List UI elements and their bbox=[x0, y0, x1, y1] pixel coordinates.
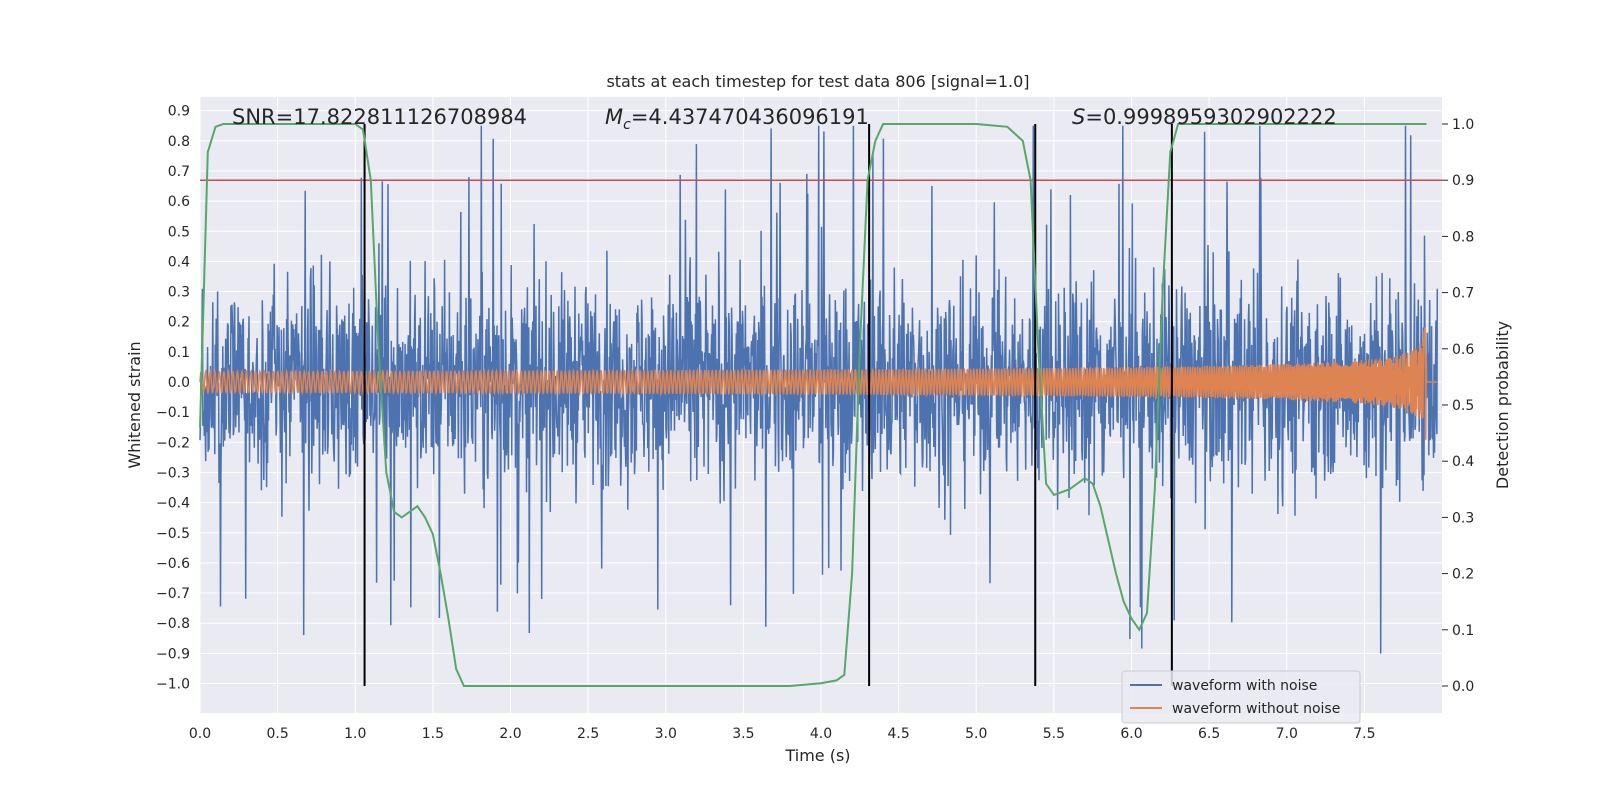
y2-tick-label: 0.2 bbox=[1452, 567, 1474, 583]
chirp-mass-subscript: c bbox=[623, 117, 631, 133]
x-tick-label: 6.0 bbox=[1120, 726, 1142, 742]
y2-tick-label: 0.6 bbox=[1452, 342, 1474, 358]
x-tick-label: 7.5 bbox=[1353, 726, 1375, 742]
axis-ticks: 0.0 0.5 1.0 1.5 2.0 2.5 3.0 3.5 4.0 4.5 5.0 5.5 6.0 6… bbox=[156, 104, 1474, 742]
y2-tick-label: 0.4 bbox=[1452, 454, 1474, 470]
y-tick-label: −0.6 bbox=[156, 556, 190, 572]
legend-label-clean: waveform without noise bbox=[1172, 701, 1340, 717]
chart-title: stats at each timestep for test data 806… bbox=[606, 72, 1029, 91]
y-tick-label: −0.8 bbox=[156, 616, 190, 632]
s-symbol: S bbox=[1072, 105, 1085, 129]
x-tick-label: 7.0 bbox=[1276, 726, 1298, 742]
x-tick-label: 5.5 bbox=[1043, 726, 1065, 742]
y-tick-label: −0.7 bbox=[156, 586, 190, 602]
y-tick-label: 0.5 bbox=[168, 224, 190, 240]
y-tick-label: 0.4 bbox=[168, 254, 190, 270]
y-tick-label: −0.3 bbox=[156, 465, 190, 481]
snr-annotation: SNR=17.822811126708984 bbox=[232, 105, 527, 129]
y2-tick-label: 0.3 bbox=[1452, 510, 1474, 526]
x-tick-label: 1.0 bbox=[344, 726, 366, 742]
y-axis-label: Whitened strain bbox=[125, 341, 144, 468]
waveform-without-noise-line bbox=[199, 327, 1438, 440]
y-tick-label: −0.1 bbox=[156, 405, 190, 421]
x-axis-label: Time (s) bbox=[784, 746, 850, 765]
detection-probability-series bbox=[199, 123, 1427, 687]
x-tick-label: 4.5 bbox=[887, 726, 909, 742]
y-tick-label: 0.9 bbox=[168, 104, 190, 120]
x-tick-label: 1.5 bbox=[422, 726, 444, 742]
y-tick-label: −0.2 bbox=[156, 435, 190, 451]
legend-label-noisy: waveform with noise bbox=[1172, 678, 1317, 694]
y2-tick-label: 0.5 bbox=[1452, 398, 1474, 414]
x-tick-label: 5.0 bbox=[965, 726, 987, 742]
y2-axis-label: Detection probability bbox=[1493, 321, 1512, 489]
detection-probability-line bbox=[199, 123, 1427, 687]
waveform-without-noise-series bbox=[199, 327, 1438, 440]
x-tick-label: 0.5 bbox=[266, 726, 288, 742]
x-tick-label: 2.0 bbox=[499, 726, 521, 742]
y-tick-label: 0.7 bbox=[168, 164, 190, 180]
y-tick-label: −0.4 bbox=[156, 496, 190, 512]
y-tick-label: −1.0 bbox=[156, 677, 190, 693]
y-tick-label: 0.2 bbox=[168, 315, 190, 331]
y-tick-label: −0.9 bbox=[156, 646, 190, 662]
x-tick-label: 6.5 bbox=[1198, 726, 1220, 742]
y2-tick-label: 0.1 bbox=[1452, 623, 1474, 639]
y-tick-label: 0.0 bbox=[168, 375, 190, 391]
x-tick-label: 4.0 bbox=[810, 726, 832, 742]
x-tick-label: 3.5 bbox=[732, 726, 754, 742]
y2-tick-label: 0.7 bbox=[1452, 286, 1474, 302]
y-tick-label: 0.1 bbox=[168, 345, 190, 361]
y2-tick-label: 0.8 bbox=[1452, 229, 1474, 245]
legend: waveform with noise waveform without noi… bbox=[1121, 670, 1361, 724]
y-tick-label: 0.3 bbox=[168, 285, 190, 301]
y2-tick-label: 1.0 bbox=[1452, 117, 1474, 133]
chirp-mass-value: =4.437470436096191 bbox=[631, 105, 869, 129]
x-tick-label: 3.0 bbox=[655, 726, 677, 742]
y-tick-label: 0.6 bbox=[168, 194, 190, 210]
y2-tick-label: 0.0 bbox=[1452, 679, 1474, 695]
s-value: =0.9998959302902222 bbox=[1085, 105, 1336, 129]
y-tick-label: 0.8 bbox=[168, 134, 190, 150]
s-annotation: S=0.9998959302902222 bbox=[1072, 105, 1337, 129]
chirp-mass-annotation: Mc=4.437470436096191 bbox=[605, 105, 869, 133]
legend-box bbox=[1121, 670, 1361, 724]
x-tick-label: 2.5 bbox=[577, 726, 599, 742]
chirp-mass-symbol: M bbox=[605, 105, 623, 129]
segment-lines bbox=[363, 124, 1173, 686]
y2-tick-label: 0.9 bbox=[1452, 173, 1474, 189]
x-tick-label: 0.0 bbox=[189, 726, 211, 742]
y-tick-label: −0.5 bbox=[156, 526, 190, 542]
